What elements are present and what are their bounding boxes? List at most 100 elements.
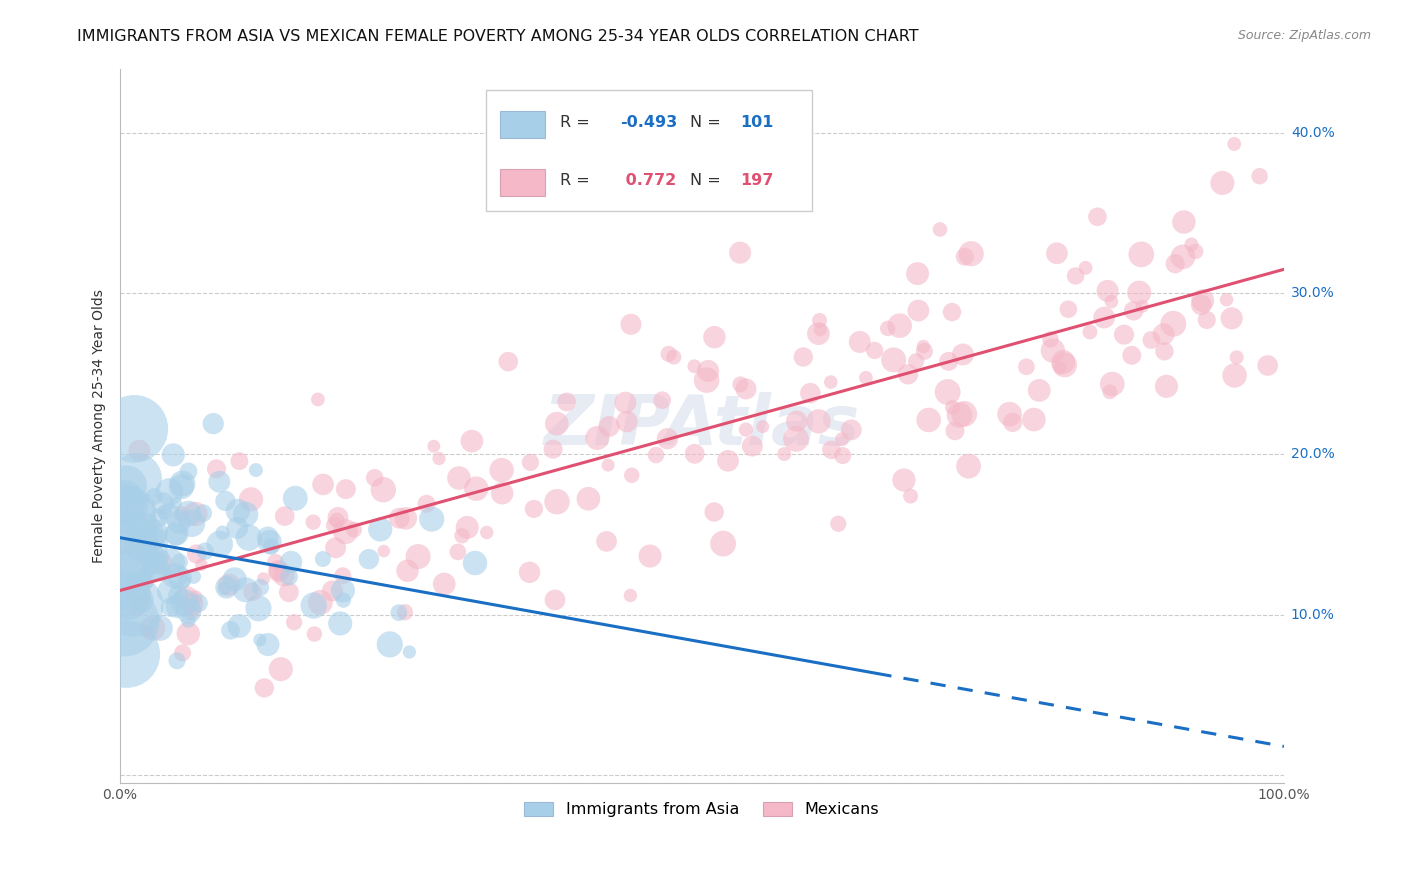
Point [150, 566, 173, 580]
Point [620, 468, 643, 483]
Point [135, 575, 157, 590]
Point [1223, 136, 1246, 151]
Point [127, 543, 149, 558]
Point [1064, 268, 1087, 283]
FancyBboxPatch shape [501, 111, 544, 138]
Point [267, 565, 290, 579]
Point [378, 637, 401, 651]
Point [1074, 260, 1097, 275]
Point [827, 516, 849, 531]
Point [948, 408, 970, 422]
Point [224, 572, 246, 586]
Point [152, 497, 174, 511]
Point [134, 535, 156, 549]
Point [177, 604, 200, 618]
Point [142, 621, 165, 635]
Point [953, 250, 976, 264]
Point [907, 303, 929, 318]
Point [1195, 313, 1218, 327]
Point [115, 478, 138, 492]
Point [128, 443, 150, 458]
Point [662, 350, 685, 364]
Point [1028, 384, 1050, 398]
Point [242, 584, 264, 599]
Point [169, 571, 191, 585]
Point [1101, 294, 1123, 309]
Point [447, 471, 470, 485]
Point [283, 615, 305, 630]
Point [1112, 327, 1135, 342]
Point [395, 511, 418, 525]
Point [245, 463, 267, 477]
Point [703, 330, 725, 344]
Point [278, 569, 301, 583]
Point [167, 515, 190, 529]
Point [491, 486, 513, 500]
Point [831, 432, 853, 446]
Point [1122, 303, 1144, 318]
Point [226, 521, 249, 535]
Point [166, 526, 188, 541]
Point [741, 439, 763, 453]
Point [170, 507, 193, 521]
Point [260, 540, 283, 554]
Point [792, 350, 814, 364]
Point [1153, 327, 1175, 342]
Point [142, 555, 165, 569]
Point [1046, 246, 1069, 260]
Point [108, 573, 131, 587]
Point [703, 505, 725, 519]
Point [808, 323, 831, 337]
Point [917, 413, 939, 427]
Point [998, 407, 1021, 421]
Point [912, 340, 935, 354]
Point [1189, 298, 1212, 312]
Point [849, 334, 872, 349]
Point [180, 598, 202, 612]
Point [1173, 215, 1195, 229]
Point [325, 541, 347, 555]
Point [1078, 325, 1101, 339]
Point [555, 395, 578, 409]
Point [897, 368, 920, 382]
Point [373, 544, 395, 558]
Point [270, 662, 292, 676]
Point [167, 588, 190, 602]
Point [1015, 359, 1038, 374]
Point [162, 448, 184, 462]
Point [1053, 358, 1076, 372]
Point [415, 497, 437, 511]
Point [907, 267, 929, 281]
Point [464, 556, 486, 570]
Point [546, 417, 568, 431]
Point [876, 321, 898, 335]
Point [807, 414, 830, 428]
Point [728, 245, 751, 260]
Point [394, 605, 416, 619]
Point [326, 510, 349, 524]
Point [785, 432, 807, 446]
Point [683, 359, 706, 374]
Point [598, 458, 620, 472]
Legend: Immigrants from Asia, Mexicans: Immigrants from Asia, Mexicans [516, 794, 887, 825]
Point [863, 343, 886, 358]
Point [321, 584, 343, 599]
Point [215, 580, 238, 594]
Point [121, 599, 143, 613]
Point [461, 434, 484, 449]
Point [447, 545, 470, 559]
Point [396, 564, 419, 578]
Point [329, 616, 352, 631]
Point [363, 471, 385, 485]
Point [159, 484, 181, 499]
Point [735, 423, 758, 437]
Point [696, 373, 718, 387]
Point [183, 569, 205, 583]
Point [544, 593, 567, 607]
Point [420, 512, 443, 526]
Point [228, 619, 250, 633]
Point [398, 645, 420, 659]
Point [388, 606, 411, 620]
Point [883, 353, 905, 368]
Point [1001, 416, 1024, 430]
